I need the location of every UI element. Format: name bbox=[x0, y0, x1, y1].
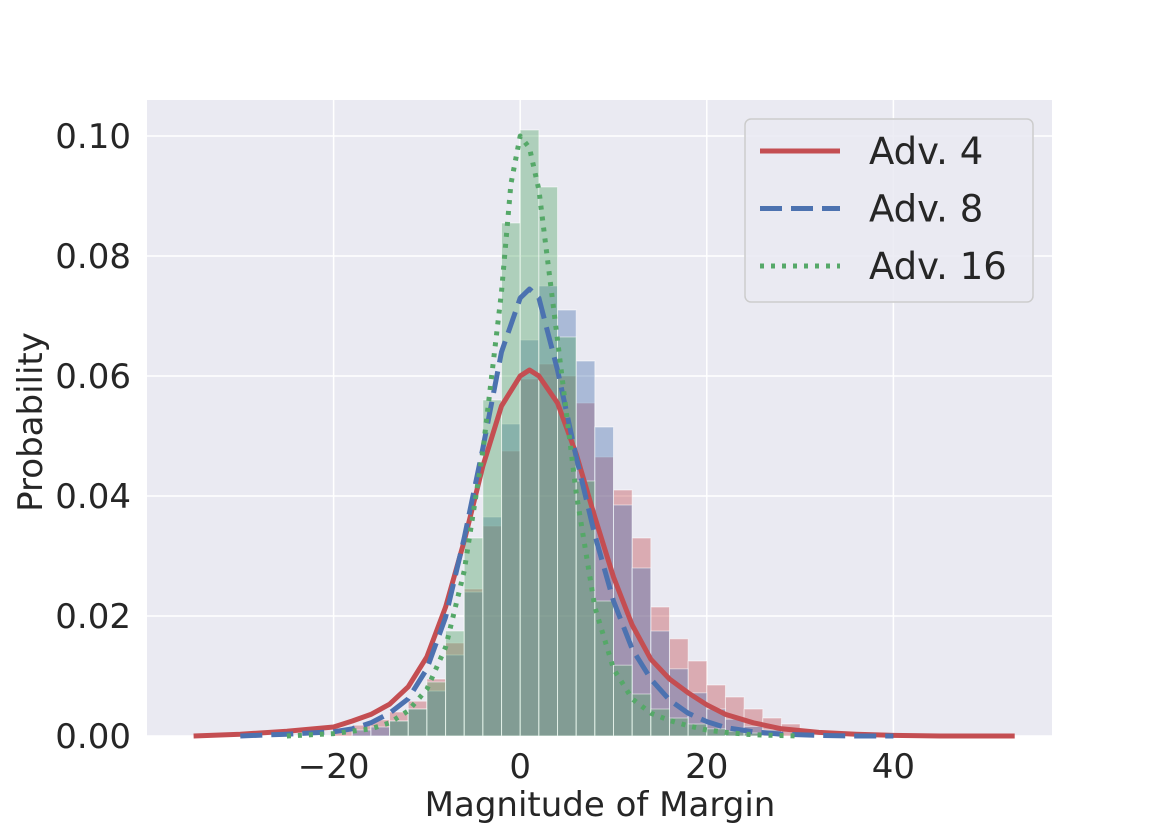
y-tick-label: 0.10 bbox=[55, 117, 131, 157]
hist-bar bbox=[426, 681, 447, 737]
x-tick-label: 40 bbox=[872, 747, 915, 787]
x-tick-label: 0 bbox=[509, 747, 531, 787]
y-tick-label: 0.04 bbox=[55, 477, 131, 517]
y-tick-label: 0.06 bbox=[55, 357, 131, 397]
y-tick-label: 0.00 bbox=[55, 717, 131, 757]
x-axis-label: Magnitude of Margin bbox=[425, 785, 776, 825]
hist-bar bbox=[557, 336, 577, 737]
x-tick-label: 20 bbox=[685, 747, 728, 787]
legend-label: Adv. 4 bbox=[869, 130, 983, 173]
hist-bar bbox=[519, 129, 540, 737]
legend-frame bbox=[744, 118, 1034, 303]
hist-bar bbox=[370, 726, 391, 737]
y-tick-label: 0.08 bbox=[55, 237, 131, 277]
hist-bar bbox=[538, 186, 559, 737]
kde-line bbox=[286, 133, 801, 739]
kde-curves bbox=[193, 133, 1015, 739]
hist-bar bbox=[389, 720, 409, 737]
y-tick-label: 0.02 bbox=[55, 597, 131, 637]
legend-label: Adv. 8 bbox=[869, 188, 983, 231]
tick-labels: −20 0 20 40 0.00 0.02 0.04 0.06 0.08 0.10 bbox=[55, 117, 915, 787]
hist-bar bbox=[445, 630, 465, 737]
hist-bar bbox=[407, 708, 428, 737]
legend-label: Adv. 16 bbox=[869, 245, 1007, 288]
kde-line bbox=[240, 286, 894, 739]
hist-bar bbox=[463, 537, 484, 737]
x-tick-label: −20 bbox=[298, 747, 370, 787]
legend: Adv. 4 Adv. 8 Adv. 16 bbox=[744, 118, 1034, 303]
kde-line bbox=[193, 367, 1015, 739]
y-axis-label: Probability bbox=[11, 332, 51, 512]
